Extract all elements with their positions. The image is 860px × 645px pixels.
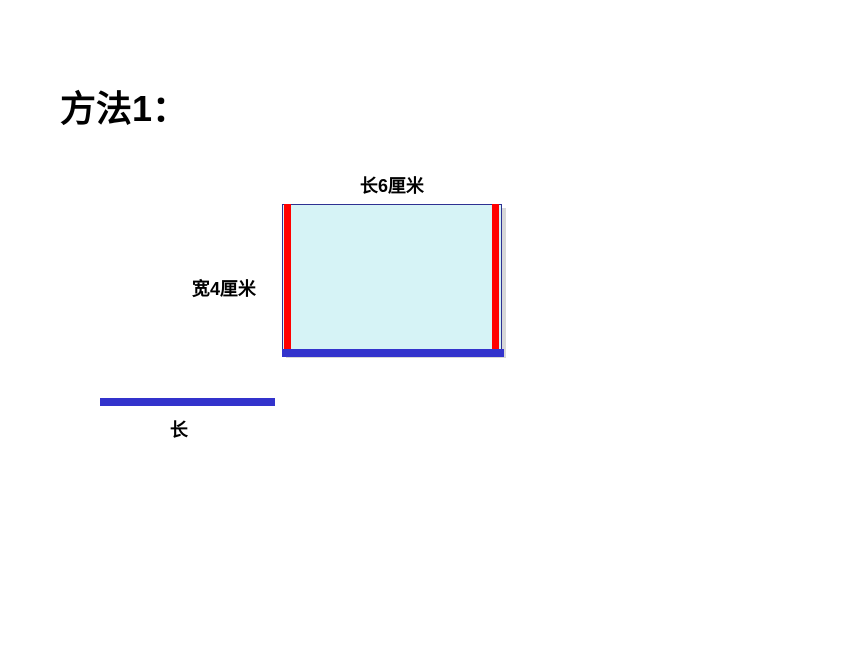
label-left-text: 宽4厘米: [192, 279, 256, 299]
red-side-right: [492, 204, 499, 356]
label-bottom-length: 长: [170, 416, 188, 442]
blue-side-bottom: [282, 349, 504, 357]
title-text: 方法1：: [60, 88, 188, 129]
label-top-text: 长6厘米: [360, 176, 424, 196]
red-side-left: [284, 204, 291, 356]
label-top-length: 长6厘米: [360, 172, 424, 198]
blue-line-segment: [100, 398, 275, 406]
label-left-width: 宽4厘米: [192, 275, 256, 301]
title-method-1: 方法1：: [60, 80, 188, 132]
label-bottom-text: 长: [170, 420, 188, 440]
rectangle-border: [282, 204, 502, 354]
